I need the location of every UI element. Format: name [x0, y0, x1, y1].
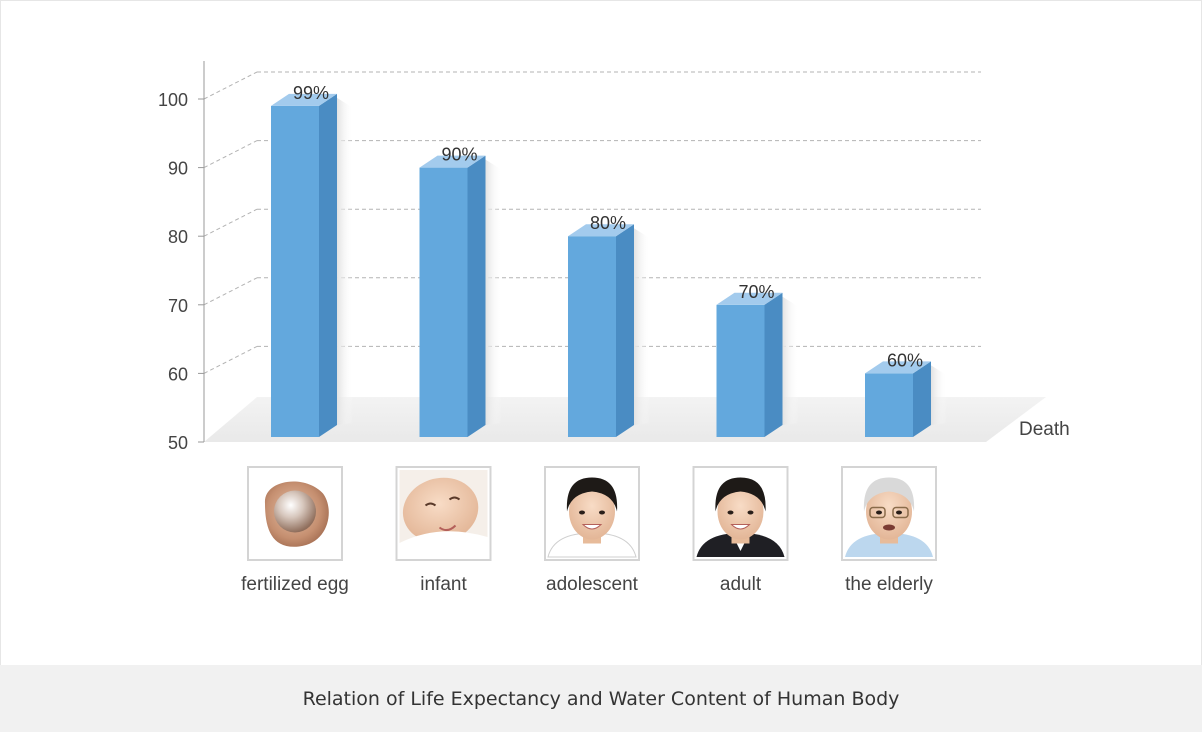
bar-top — [716, 292, 783, 305]
elderly-face-image — [841, 466, 937, 561]
caption-bar: Relation of Life Expectancy and Water Co… — [0, 665, 1202, 732]
adult-face-image — [692, 466, 789, 561]
face — [569, 483, 615, 540]
face — [402, 477, 479, 543]
mouth — [581, 524, 603, 530]
grid-layer — [203, 71, 981, 374]
eye-right — [896, 510, 902, 515]
y-tick-label: 100 — [158, 90, 188, 110]
mouth — [883, 524, 895, 531]
infant-face-image — [395, 466, 492, 561]
data-label: 70% — [738, 282, 774, 302]
data-label: 60% — [887, 350, 923, 370]
category-label: infant — [420, 574, 467, 595]
blanket — [399, 531, 488, 557]
bar-3 — [716, 292, 799, 437]
data-label: 99% — [293, 83, 329, 103]
eyes — [424, 496, 461, 507]
gridline-diagonal — [203, 277, 258, 306]
bar-shadow — [782, 296, 799, 425]
face — [866, 483, 912, 540]
eye-right — [747, 510, 754, 515]
y-tick-label: 70 — [168, 296, 188, 316]
bar-front — [865, 373, 913, 437]
y-tick-label: 50 — [168, 433, 188, 453]
bar-shadow — [634, 228, 650, 425]
bar-front — [716, 304, 765, 437]
eye-left — [876, 510, 882, 515]
mouth — [438, 524, 457, 532]
eye-left — [579, 510, 585, 515]
bar-chart: 50 60 70 80 90 100 99% fertilized egg 90% infant… — [158, 61, 1070, 595]
chart-frame: 50 60 70 80 90 100 99% fertilized egg 90% infant… — [0, 0, 1202, 665]
shoulders — [845, 533, 933, 557]
hair — [566, 477, 618, 512]
gridline-diagonal — [203, 208, 258, 237]
data-label: 90% — [441, 145, 477, 165]
y-tick-label: 60 — [168, 364, 188, 384]
bar-0 — [271, 93, 353, 438]
eye-right — [599, 510, 605, 515]
bar-side — [616, 224, 634, 437]
bar-top — [865, 361, 931, 374]
hair — [715, 477, 766, 512]
bar-front — [568, 236, 616, 437]
gridline-diagonal — [203, 71, 258, 100]
axis-end-label: Death — [1019, 419, 1070, 440]
mouth — [730, 524, 751, 530]
hair — [863, 477, 915, 512]
category-label: adult — [720, 574, 762, 595]
eye-left — [727, 510, 734, 515]
bar-side — [913, 361, 931, 437]
gridline-diagonal — [203, 140, 258, 169]
glasses-left — [869, 506, 886, 519]
bar-top — [568, 224, 634, 237]
labels-layer: 99% fertilized egg 90% infant 80% adolescent 7… — [241, 83, 933, 595]
bar-1 — [419, 155, 502, 437]
bar-top — [271, 93, 337, 106]
bar-side — [319, 93, 337, 438]
face — [717, 483, 764, 540]
bar-shadow — [931, 365, 947, 425]
category-label: the elderly — [845, 574, 933, 595]
egg-nucleus — [274, 490, 316, 533]
y-tick-label: 90 — [168, 159, 188, 179]
y-axis: 50 60 70 80 90 100 — [158, 61, 205, 453]
category-label: fertilized egg — [241, 574, 349, 595]
bar-2 — [568, 224, 650, 437]
figure-caption: Relation of Life Expectancy and Water Co… — [302, 687, 900, 710]
bar-shadow — [485, 159, 502, 425]
gridline-diagonal — [203, 345, 258, 374]
bar-front — [271, 105, 319, 438]
adolescent-face-image — [544, 466, 640, 561]
fertilized-egg-image — [247, 466, 343, 561]
thumbnails-layer — [247, 466, 937, 561]
category-label: adolescent — [546, 574, 639, 595]
bar-side — [764, 292, 783, 437]
data-label: 80% — [590, 213, 626, 233]
bar-front — [419, 167, 468, 437]
bars-layer — [271, 93, 947, 438]
bar-shadow — [337, 97, 353, 426]
bar-side — [467, 155, 486, 437]
bar-top — [419, 155, 486, 168]
bar-4 — [865, 361, 947, 437]
glasses-right — [892, 506, 909, 519]
y-tick-label: 80 — [168, 227, 188, 247]
